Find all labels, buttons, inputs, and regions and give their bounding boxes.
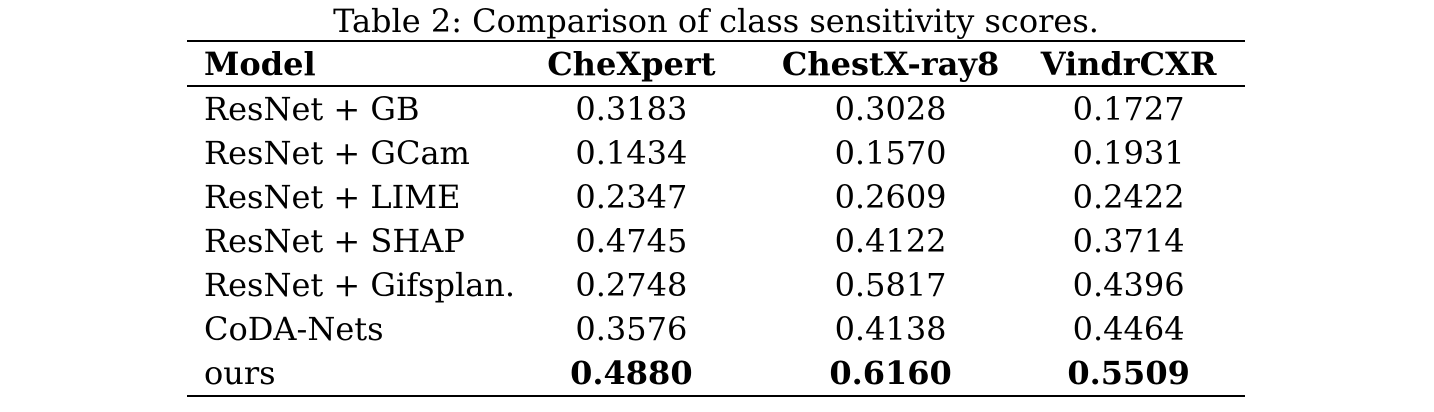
model-cell: ResNet + LIME [204, 178, 461, 216]
model-cell: ResNet + GCam [204, 134, 470, 172]
column-header-chestxray8: ChestX-ray8 [768, 41, 1013, 87]
value-cell: 0.4464 [1072, 310, 1185, 348]
header-row: Model CheXpert ChestX-ray8 VindrCXR [187, 41, 1245, 87]
value-cell: 0.3028 [834, 90, 947, 128]
value-cell: 0.1434 [575, 134, 688, 172]
model-cell: CoDA-Nets [204, 310, 384, 348]
model-cell: ours [204, 354, 276, 392]
value-cell: 0.2422 [1072, 178, 1185, 216]
value-cell: 0.3576 [575, 310, 688, 348]
table-caption: Table 2: Comparison of class sensitivity… [333, 2, 1099, 40]
value-cell: 0.2748 [575, 266, 688, 304]
value-cell: 0.1727 [1072, 90, 1185, 128]
table-row: ResNet + GCam 0.1434 0.1570 0.1931 [187, 131, 1245, 175]
value-cell: 0.1570 [834, 134, 947, 172]
value-cell: 0.3714 [1072, 222, 1185, 260]
column-header-model: Model [187, 41, 494, 87]
column-header-chexpert: CheXpert [493, 41, 769, 87]
value-cell: 0.2347 [575, 178, 688, 216]
class-sensitivity-table: Model CheXpert ChestX-ray8 VindrCXR ResN… [187, 40, 1245, 397]
value-cell: 0.2609 [834, 178, 947, 216]
model-cell: ResNet + Gifsplan. [204, 266, 516, 304]
table-body: ResNet + GB 0.3183 0.3028 0.1727 ResNet … [187, 86, 1245, 396]
table-row: ResNet + GB 0.3183 0.3028 0.1727 [187, 86, 1245, 131]
value-cell: 0.5817 [834, 266, 947, 304]
table-row: ResNet + SHAP 0.4745 0.4122 0.3714 [187, 219, 1245, 263]
value-cell: 0.4122 [834, 222, 947, 260]
model-cell: ResNet + SHAP [204, 222, 465, 260]
value-cell-best: 0.6160 [829, 354, 952, 392]
column-header-vindrcxr: VindrCXR [1012, 41, 1245, 87]
model-cell: ResNet + GB [204, 90, 420, 128]
table-row: ResNet + LIME 0.2347 0.2609 0.2422 [187, 175, 1245, 219]
value-cell-best: 0.5509 [1067, 354, 1190, 392]
value-cell: 0.1931 [1072, 134, 1185, 172]
value-cell: 0.4745 [575, 222, 688, 260]
table-row: CoDA-Nets 0.3576 0.4138 0.4464 [187, 307, 1245, 351]
table-row: ResNet + Gifsplan. 0.2748 0.5817 0.4396 [187, 263, 1245, 307]
value-cell: 0.4396 [1072, 266, 1185, 304]
value-cell: 0.3183 [575, 90, 688, 128]
value-cell-best: 0.4880 [570, 354, 693, 392]
table-2-block: Table 2: Comparison of class sensitivity… [187, 0, 1245, 397]
value-cell: 0.4138 [834, 310, 947, 348]
table-header: Model CheXpert ChestX-ray8 VindrCXR [187, 41, 1245, 87]
table-row-ours: ours 0.4880 0.6160 0.5509 [187, 351, 1245, 396]
